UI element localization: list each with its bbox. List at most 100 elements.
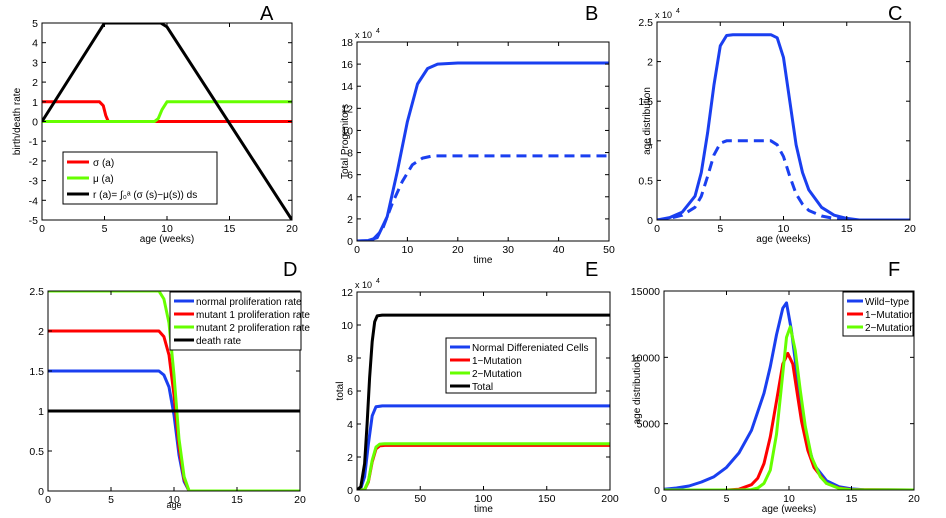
panel-label: D bbox=[283, 259, 297, 281]
axis-scale-exponent: 4 bbox=[376, 278, 380, 285]
x-tick-label: 50 bbox=[603, 244, 615, 256]
y-axis-label: birth/death rate bbox=[12, 87, 23, 155]
legend-entry: Total bbox=[472, 382, 493, 393]
y-tick-label: 0 bbox=[654, 485, 660, 497]
axes-box bbox=[656, 21, 911, 221]
series-line-2 bbox=[664, 325, 914, 490]
axis-scale-label: x 10 bbox=[355, 280, 372, 290]
x-axis-label: time bbox=[474, 504, 493, 515]
x-tick-label: 10 bbox=[168, 494, 180, 506]
y-tick-label: -2 bbox=[29, 156, 38, 168]
x-tick-label: 150 bbox=[538, 493, 556, 505]
y-tick-label: 0 bbox=[347, 485, 353, 497]
panel-label: A bbox=[260, 3, 274, 25]
y-tick-label: 2.5 bbox=[29, 286, 44, 298]
legend-entry: normal proliferation rate bbox=[196, 297, 302, 308]
chart-panel-d: D 0 5 10 15 20 0 0.5 1 1.5 2 2.5 age normal prolifera… bbox=[29, 259, 310, 510]
legend: normal proliferation rate mutant 1 prolif… bbox=[169, 291, 310, 351]
y-tick-label: 8 bbox=[347, 148, 353, 160]
y-tick-label: 14 bbox=[341, 81, 353, 93]
x-tick-label: 20 bbox=[904, 223, 916, 235]
x-tick-label: 0 bbox=[354, 493, 360, 505]
y-tick-label: 4 bbox=[32, 38, 38, 50]
series-line-0 bbox=[42, 100, 292, 123]
y-tick-label: 6 bbox=[347, 386, 353, 398]
x-tick-label: 5 bbox=[108, 494, 114, 506]
legend-box bbox=[445, 337, 597, 394]
y-axis-label: Total Progenitors bbox=[340, 104, 351, 179]
x-tick-label: 5 bbox=[724, 493, 730, 505]
series-line-0 bbox=[357, 61, 609, 241]
y-tick-label: 15000 bbox=[631, 286, 660, 298]
y-tick-label: 4 bbox=[347, 192, 353, 204]
series-line-1 bbox=[42, 100, 292, 123]
x-axis-label: age bbox=[166, 500, 181, 510]
panel-label: F bbox=[888, 259, 900, 281]
y-tick-label: 1.5 bbox=[638, 96, 653, 108]
y-tick-label: 1.5 bbox=[29, 366, 44, 378]
legend: Wild−type 1−Mutation 2−Mutation bbox=[842, 291, 915, 337]
legend-entry: Normal Differeniated Cells bbox=[472, 343, 589, 354]
y-tick-label: 2 bbox=[38, 326, 44, 338]
legend-entry: σ (a) bbox=[93, 158, 114, 169]
y-tick-label: 0.5 bbox=[29, 446, 44, 458]
axes-box bbox=[356, 41, 610, 242]
chart-panel-f: F 0 5 10 15 20 0 5000 10000 15000 age (weeks) age d… bbox=[631, 259, 920, 515]
x-tick-label: 0 bbox=[654, 223, 660, 235]
x-tick-label: 20 bbox=[294, 494, 306, 506]
legend-entry: mutant 1 proliferation rate bbox=[196, 310, 310, 321]
x-tick-label: 0 bbox=[354, 244, 360, 256]
axis-scale-exponent: 4 bbox=[376, 28, 380, 35]
y-tick-label: 18 bbox=[341, 37, 353, 49]
series-line-2 bbox=[42, 23, 292, 220]
chart-panel-a: A 0 5 10 15 20 -5 -4 -3 -2 -1 0 1 2 3 4 5 age (weeks) birt… bbox=[12, 3, 298, 245]
y-tick-label: 10 bbox=[341, 320, 353, 332]
chart-panel-b: B 0 10 20 30 40 50 0 2 4 6 8 10 12 14 16 18x 10 4 time Tota… bbox=[340, 3, 615, 266]
series-line-0 bbox=[657, 33, 910, 220]
x-tick-label: 50 bbox=[414, 493, 426, 505]
y-tick-label: 4 bbox=[347, 419, 353, 431]
y-tick-label: -5 bbox=[29, 215, 38, 227]
legend: σ (a) μ (a) r (a)= ∫₀ᵃ (σ (s)−μ(s)) ds bbox=[62, 151, 218, 205]
chart-panel-e: E 0 50 100 150 200 0 2 4 6 8 10 12x 10 4 time total Norm… bbox=[335, 259, 619, 515]
y-tick-label: 2 bbox=[647, 57, 653, 69]
x-tick-label: 10 bbox=[402, 244, 414, 256]
legend-entry: death rate bbox=[196, 336, 241, 347]
x-axis-label: age (weeks) bbox=[762, 504, 816, 515]
legend-entry: 2−Mutation bbox=[472, 369, 522, 380]
y-axis-label: age distribution bbox=[632, 357, 643, 425]
legend-entry: 2−Mutation bbox=[865, 323, 915, 334]
x-tick-label: 20 bbox=[908, 493, 920, 505]
y-tick-label: 3 bbox=[32, 57, 38, 69]
x-tick-label: 10 bbox=[778, 223, 790, 235]
x-tick-label: 100 bbox=[475, 493, 493, 505]
series-line-1 bbox=[664, 351, 914, 490]
y-tick-label: 10000 bbox=[631, 352, 660, 364]
y-tick-label: -3 bbox=[29, 176, 38, 188]
panel-label: B bbox=[585, 3, 598, 25]
legend-entry: 1−Mutation bbox=[865, 310, 915, 321]
y-tick-label: 2 bbox=[347, 452, 353, 464]
y-tick-label: 5000 bbox=[637, 419, 661, 431]
series-line-0 bbox=[664, 301, 914, 490]
x-axis-label: age (weeks) bbox=[756, 234, 810, 245]
x-tick-label: 0 bbox=[39, 223, 45, 235]
y-tick-label: 10 bbox=[341, 125, 353, 137]
series-line-1 bbox=[357, 443, 610, 490]
x-axis-label: age (weeks) bbox=[140, 234, 194, 245]
y-tick-label: 2.5 bbox=[638, 17, 653, 29]
x-tick-label: 30 bbox=[502, 244, 514, 256]
legend-entry: mutant 2 proliferation rate bbox=[196, 323, 310, 334]
series-line-2 bbox=[357, 442, 610, 490]
legend-entry: Wild−type bbox=[865, 297, 910, 308]
y-tick-label: 1 bbox=[38, 406, 44, 418]
y-tick-label: 1 bbox=[647, 136, 653, 148]
x-tick-label: 5 bbox=[102, 223, 108, 235]
x-tick-label: 20 bbox=[286, 223, 298, 235]
y-tick-label: 0 bbox=[347, 236, 353, 248]
axis-scale-label: x 10 bbox=[355, 30, 372, 40]
y-tick-label: 12 bbox=[341, 287, 353, 299]
panel-label: E bbox=[585, 259, 598, 281]
x-tick-label: 15 bbox=[231, 494, 243, 506]
